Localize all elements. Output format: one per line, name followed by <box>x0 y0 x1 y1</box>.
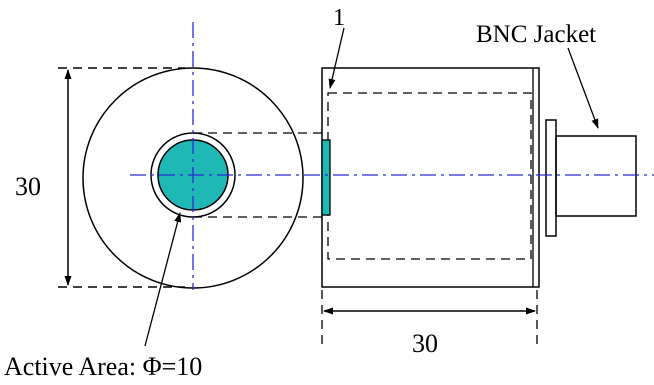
part-number-leader <box>328 27 345 89</box>
vertical-dimension-label: 30 <box>15 172 41 201</box>
bnc-jacket-label: BNC Jacket <box>476 21 596 48</box>
bnc-leader <box>567 47 599 129</box>
sensor-body <box>321 67 540 288</box>
bnc-connector <box>555 135 637 217</box>
leaders <box>144 27 599 347</box>
active-area-label: Active Area: Φ=10 <box>4 352 202 381</box>
active-area-leader <box>144 212 182 347</box>
inner-cavity <box>327 92 532 260</box>
front-view <box>58 67 322 289</box>
side-view <box>321 67 637 345</box>
connector-flange <box>545 119 557 237</box>
part-number-label: 1 <box>333 5 345 31</box>
horizontal-dimension-label: 30 <box>412 329 438 358</box>
active-element-side <box>321 139 331 216</box>
center-lines <box>130 22 654 290</box>
